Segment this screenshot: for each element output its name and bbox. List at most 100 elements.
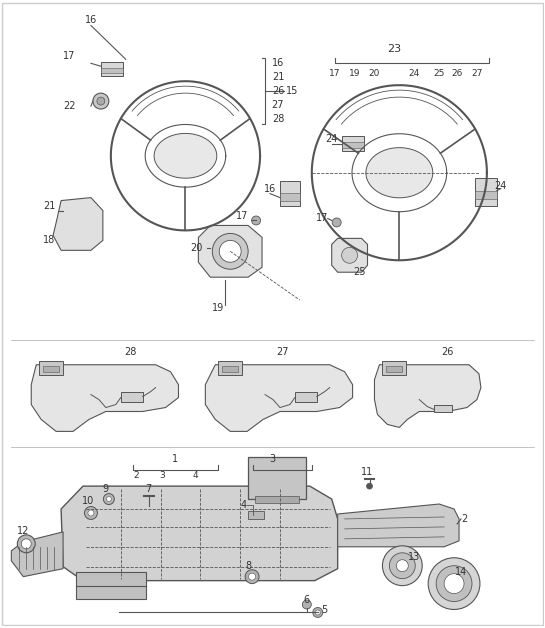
Text: 8: 8 [245, 561, 251, 571]
FancyBboxPatch shape [248, 457, 306, 499]
Text: 25: 25 [353, 268, 366, 277]
Text: 28: 28 [125, 347, 137, 357]
Circle shape [84, 507, 98, 519]
Text: 24: 24 [325, 134, 338, 144]
FancyBboxPatch shape [248, 511, 264, 519]
Text: 9: 9 [103, 484, 109, 494]
Circle shape [245, 570, 259, 583]
Circle shape [389, 553, 415, 578]
FancyBboxPatch shape [342, 136, 364, 151]
Text: 24: 24 [495, 181, 507, 191]
Polygon shape [332, 239, 367, 272]
Circle shape [106, 497, 111, 502]
Text: 18: 18 [43, 236, 55, 246]
Circle shape [436, 566, 472, 602]
Circle shape [88, 510, 94, 516]
Circle shape [17, 535, 35, 553]
Text: 22: 22 [63, 101, 75, 111]
FancyBboxPatch shape [280, 181, 300, 205]
Circle shape [219, 241, 241, 263]
Polygon shape [366, 148, 433, 198]
Text: 10: 10 [82, 496, 94, 506]
Text: 26: 26 [272, 86, 284, 96]
Circle shape [383, 546, 422, 585]
Text: 26: 26 [451, 68, 463, 78]
FancyBboxPatch shape [43, 365, 59, 372]
Text: 15: 15 [286, 86, 298, 96]
FancyBboxPatch shape [219, 360, 242, 375]
Circle shape [104, 494, 114, 504]
Circle shape [428, 558, 480, 610]
Text: 17: 17 [236, 210, 249, 220]
Circle shape [302, 600, 311, 609]
FancyBboxPatch shape [39, 360, 63, 375]
Text: 17: 17 [63, 51, 75, 62]
Text: 27: 27 [272, 100, 284, 110]
Polygon shape [338, 504, 459, 547]
Text: 2: 2 [461, 514, 467, 524]
Text: 16: 16 [272, 58, 284, 68]
Circle shape [367, 483, 372, 489]
Circle shape [21, 539, 31, 549]
Text: 4: 4 [240, 500, 246, 510]
Polygon shape [198, 225, 262, 277]
FancyBboxPatch shape [295, 392, 317, 401]
FancyBboxPatch shape [383, 360, 407, 375]
Circle shape [249, 573, 256, 580]
Text: 5: 5 [322, 605, 328, 615]
Text: 28: 28 [272, 114, 284, 124]
FancyBboxPatch shape [255, 496, 299, 503]
Text: 25: 25 [433, 68, 445, 78]
Circle shape [313, 607, 323, 617]
Polygon shape [205, 365, 353, 431]
Text: 1: 1 [172, 454, 179, 464]
Circle shape [396, 560, 408, 571]
Text: 27: 27 [277, 347, 289, 357]
Polygon shape [76, 571, 146, 598]
Text: 21: 21 [43, 200, 56, 210]
Text: 20: 20 [369, 68, 380, 78]
Circle shape [444, 573, 464, 593]
Circle shape [213, 234, 248, 269]
Text: 16: 16 [85, 14, 97, 24]
FancyBboxPatch shape [475, 191, 497, 198]
Text: 23: 23 [387, 45, 402, 55]
Polygon shape [53, 198, 103, 251]
FancyBboxPatch shape [121, 392, 143, 401]
Text: 13: 13 [408, 552, 420, 562]
Text: 27: 27 [471, 68, 483, 78]
Polygon shape [11, 532, 63, 577]
Circle shape [342, 247, 358, 263]
Text: 2: 2 [133, 470, 138, 480]
Text: 26: 26 [441, 347, 453, 357]
FancyBboxPatch shape [475, 178, 497, 205]
Text: 19: 19 [212, 303, 225, 313]
Text: 11: 11 [361, 467, 374, 477]
Polygon shape [61, 486, 338, 581]
Text: 12: 12 [17, 526, 29, 536]
Text: 19: 19 [349, 68, 360, 78]
Circle shape [97, 97, 105, 105]
Polygon shape [31, 365, 178, 431]
FancyBboxPatch shape [434, 404, 452, 413]
Text: 6: 6 [304, 595, 310, 605]
Polygon shape [374, 365, 481, 428]
Circle shape [315, 610, 320, 615]
Circle shape [252, 216, 261, 225]
Text: 14: 14 [455, 566, 467, 577]
Text: 20: 20 [190, 243, 203, 253]
FancyBboxPatch shape [386, 365, 402, 372]
Text: 7: 7 [146, 484, 152, 494]
FancyBboxPatch shape [222, 365, 238, 372]
Text: 4: 4 [192, 470, 198, 480]
Text: 17: 17 [316, 214, 328, 224]
Circle shape [93, 93, 109, 109]
FancyBboxPatch shape [342, 142, 364, 148]
Polygon shape [154, 133, 217, 178]
Text: 16: 16 [264, 183, 276, 193]
FancyBboxPatch shape [101, 68, 123, 73]
FancyBboxPatch shape [101, 62, 123, 76]
Text: 21: 21 [272, 72, 284, 82]
FancyBboxPatch shape [280, 193, 300, 200]
Text: 24: 24 [409, 68, 420, 78]
